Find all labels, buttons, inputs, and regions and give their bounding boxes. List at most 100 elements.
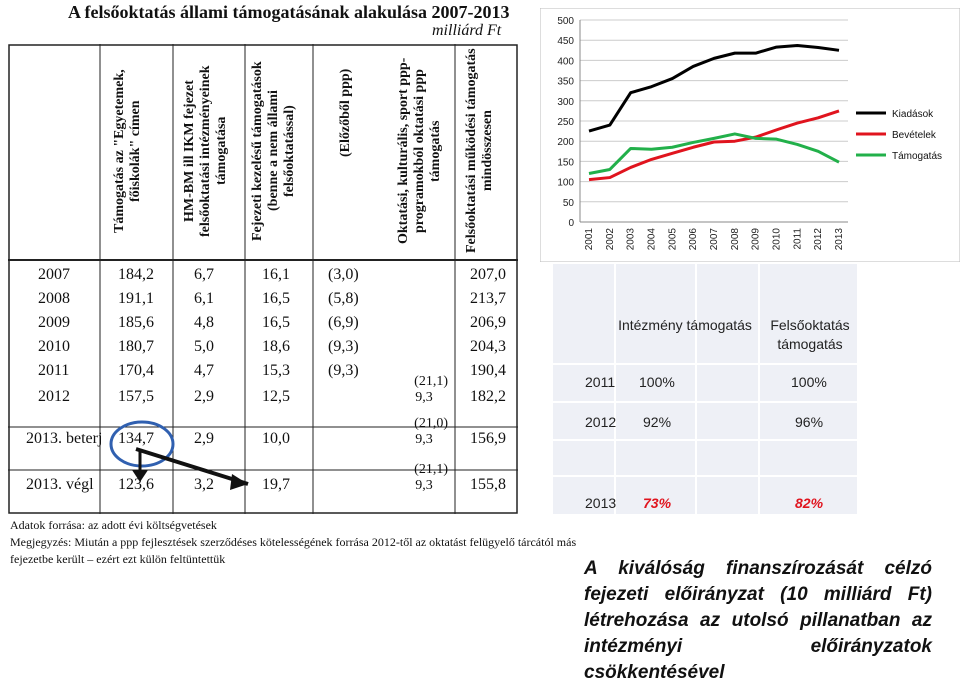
cell-c3: 16,5 [262, 290, 290, 307]
cell-c3: 18,6 [262, 338, 290, 355]
cell-c3: 16,1 [262, 266, 290, 283]
cell-c4: (5,8) [328, 290, 359, 307]
cell-c1: 185,6 [118, 314, 154, 331]
header-total: Felsőoktatási működési támogatás mindöss… [464, 48, 495, 254]
highlight-circle [109, 420, 175, 468]
row-year: 2008 [38, 290, 70, 307]
y-tick-label: 0 [568, 218, 574, 229]
unit-label: milliárd Ft [432, 22, 502, 39]
pct-v2-2011: 100% [791, 374, 827, 390]
y-tick-label: 300 [557, 97, 574, 108]
header-ppp-programs: Oktatási, kulturális, sport ppp-programo… [396, 57, 443, 245]
cell-c1: 180,7 [118, 338, 154, 355]
cell-c5-value: 9,3 [415, 478, 433, 493]
header-ppp: (Előzőből ppp) [338, 68, 353, 158]
series-line-bevételek [588, 109, 840, 182]
cell-c6: 213,7 [470, 290, 506, 307]
x-tick-label: 2002 [605, 228, 616, 251]
pct-grid [553, 264, 857, 514]
cell-c1: 170,4 [118, 362, 154, 379]
x-tick-label: 2011 [792, 228, 803, 250]
x-tick-label: 2007 [709, 228, 720, 251]
cell-c6: 182,2 [470, 388, 506, 405]
cell-c2: 6,7 [194, 266, 214, 283]
cell-c2: 5,0 [194, 338, 214, 355]
y-tick-label: 400 [557, 56, 574, 67]
cell-c6: 156,9 [470, 430, 506, 447]
cell-c1: 134,7 [118, 430, 154, 447]
x-tick-label: 2005 [667, 228, 678, 251]
x-tick-label: 2006 [688, 228, 699, 251]
cell-c5-ppp: (21,1) [414, 462, 448, 477]
cell-c3: 10,0 [262, 430, 290, 447]
cell-c3: 12,5 [262, 388, 290, 405]
x-tick-label: 2012 [813, 228, 824, 251]
header-hm-bm: HM-BM ill IKM fejezet felsőoktatási inté… [182, 65, 229, 237]
row-year: 2013. végl [26, 476, 94, 493]
legend-label: Támogatás [892, 151, 942, 162]
cell-c6: 155,8 [470, 476, 506, 493]
pct-head-higher-ed: Felsőoktatás támogatás [770, 317, 850, 352]
cell-c1: 184,2 [118, 266, 154, 283]
table-title: A felsőoktatás állami támogatásának alak… [68, 2, 510, 22]
x-tick-label: 2013 [834, 228, 845, 251]
y-tick-label: 100 [557, 178, 574, 189]
cell-c2: 4,7 [194, 362, 214, 379]
row-year: 2013. beterj [26, 430, 103, 447]
x-tick-label: 2004 [647, 228, 658, 251]
row-year: 2012 [38, 388, 70, 405]
source-note: Adatok forrása: az adott évi költségveté… [10, 518, 217, 532]
cell-c1: 123,6 [118, 476, 154, 493]
cell-c2: 2,9 [194, 388, 214, 405]
y-tick-label: 350 [557, 77, 574, 88]
cell-c3: 19,7 [262, 476, 290, 493]
cell-c5: (21,1) 9,3 [400, 462, 448, 494]
arrow-line [135, 447, 249, 486]
cell-c1: 191,1 [118, 290, 154, 307]
pct-v2-2012: 96% [795, 414, 824, 430]
x-tick-label: 2010 [772, 228, 783, 251]
cell-c6: 204,3 [470, 338, 506, 355]
table-grid [8, 44, 518, 514]
history-table: Támogatás az "Egyetemek, főiskolák" címe… [8, 44, 518, 514]
cell-c5-ppp: (21,0) [414, 416, 448, 431]
arrow-down-head [132, 470, 148, 482]
cell-c6: 190,4 [470, 362, 506, 379]
header-support-universities: Támogatás az "Egyetemek, főiskolák" címe… [112, 69, 143, 233]
series-line-támogatás [588, 132, 840, 175]
y-tick-label: 200 [557, 137, 574, 148]
row-year: 2011 [38, 362, 70, 379]
cell-c2: 6,1 [194, 290, 214, 307]
pct-year-2011: 2011 [585, 374, 616, 390]
pct-v2-2013: 82% [795, 495, 824, 511]
y-tick-label: 500 [557, 16, 574, 27]
caption-text: A kiválóság finanszírozását célzó fejeze… [584, 558, 932, 683]
x-tick-label: 2001 [584, 228, 595, 251]
y-tick-label: 150 [557, 157, 574, 168]
cell-c2: 4,8 [194, 314, 214, 331]
pct-head-institution: Intézmény támogatás [618, 317, 752, 333]
pct-v1-2011: 100% [639, 374, 675, 390]
cell-c4: (3,0) [328, 266, 359, 283]
pct-year-2013: 2013 [585, 495, 617, 511]
row-year: 2009 [38, 314, 70, 331]
chart-frame [540, 8, 960, 262]
legend-label: Bevételek [892, 130, 937, 141]
x-tick-label: 2003 [626, 228, 637, 251]
cell-c5-value: 9,3 [415, 390, 433, 405]
arrow-head [230, 474, 248, 490]
cell-c6: 206,9 [470, 314, 506, 331]
pct-year-2012: 2012 [585, 414, 617, 430]
y-tick-label: 50 [563, 198, 575, 209]
pct-v1-2012: 92% [643, 414, 672, 430]
cell-c5: (21,0) 9,3 [400, 416, 448, 448]
cell-c4: (9,3) [328, 338, 359, 355]
cell-c6: 207,0 [470, 266, 506, 283]
row-year: 2010 [38, 338, 70, 355]
y-tick-label: 450 [557, 36, 574, 47]
row-year: 2007 [38, 266, 70, 283]
cell-c2: 3,2 [194, 476, 214, 493]
x-tick-label: 2009 [751, 228, 762, 251]
legend-label: Kiadások [892, 109, 934, 120]
remark-note: Megjegyzés: Miután a ppp fejlesztések sz… [10, 535, 577, 566]
